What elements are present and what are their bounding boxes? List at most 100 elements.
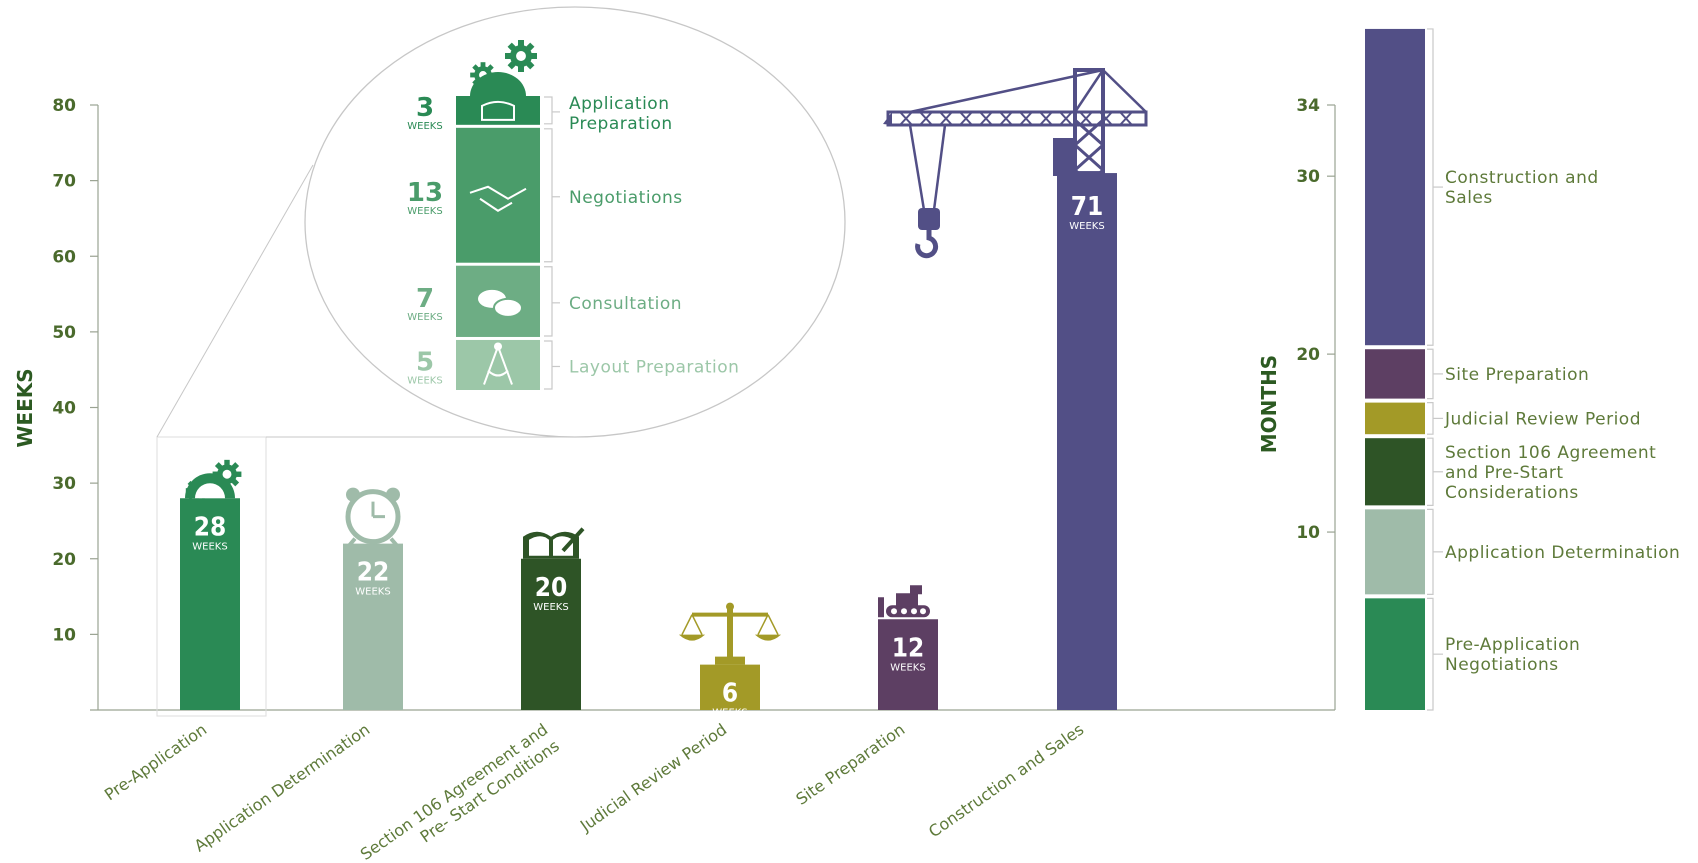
segment-unit: WEEKS (407, 375, 442, 386)
crane-jib-lattice (999, 111, 1013, 126)
y-tick-label: 50 (52, 323, 76, 343)
segment-unit: WEEKS (407, 206, 442, 217)
bar-value-label: 28 (194, 512, 227, 542)
gear-tooth (194, 496, 200, 502)
pre-application-breakdown-callout: 3WEEKSApplicationPreparation13WEEKSNegot… (156, 6, 846, 717)
segment-unit: WEEKS (407, 121, 442, 132)
speech-bubble (493, 297, 523, 318)
crane-jib-lattice (1099, 111, 1113, 126)
bar-5 (878, 619, 938, 710)
crane-tie (1073, 69, 1105, 113)
category-label: Site Preparation (792, 720, 908, 809)
segment-value: 13 (407, 178, 443, 208)
y-tick-label: 20 (52, 550, 76, 570)
segment-value: 3 (416, 93, 434, 123)
pen (561, 527, 585, 553)
months-segment-label-line: Sales (1445, 188, 1493, 208)
months-segment-label-line: Negotiations (1445, 655, 1559, 675)
dome-inner (195, 483, 225, 499)
crane-jib-lattice (939, 111, 953, 126)
y-tick-label: 30 (1296, 167, 1320, 187)
y-tick-label: 10 (52, 625, 76, 645)
segment-bracket (544, 266, 553, 337)
bar-value-label: 71 (1071, 192, 1104, 222)
gears-dome-icon (185, 459, 242, 502)
breakdown-segments: 3WEEKSApplicationPreparation13WEEKSNegot… (407, 40, 739, 390)
bar-unit-label: WEEKS (1069, 221, 1104, 232)
crane-hook-block (918, 208, 940, 230)
crane-jib-lattice (1019, 111, 1033, 126)
months-segment-label: Application Determination (1445, 543, 1680, 563)
callout-connector-line (156, 164, 314, 438)
crane-jib-lattice (1059, 111, 1073, 126)
months-segment-label-line: Pre-Application (1445, 635, 1580, 655)
months-y-axis: 10 20 30 34 (1296, 96, 1336, 710)
gear-tooth (480, 62, 486, 68)
category-label-text: Application Determination (191, 720, 374, 856)
breakdown-bubble (304, 6, 846, 438)
category-label-text: Pre-Application (101, 720, 210, 805)
scales-string (691, 614, 703, 635)
dozer-wheel (891, 608, 897, 615)
page (553, 536, 573, 556)
gear-hole (516, 51, 526, 61)
y-axis-title-months: MONTHS (1257, 355, 1281, 453)
segment-value: 5 (416, 347, 434, 377)
compass-icon (483, 346, 513, 385)
scales-knob (726, 602, 734, 611)
segment-bracket (544, 340, 553, 390)
scales-string (767, 614, 779, 635)
bar-unit-label: WEEKS (192, 541, 227, 552)
gear-hole (222, 469, 232, 479)
bar-value-label: 20 (535, 573, 568, 603)
bar-unit-label: WEEKS (355, 587, 390, 598)
clock-leg (389, 537, 399, 547)
tower-crane-icon (883, 68, 1148, 259)
months-segment-label-line: and Pre-Start (1445, 463, 1564, 483)
crane-jib-lattice (1079, 111, 1093, 126)
crane-tie (909, 68, 1104, 114)
segment-label: Consultation (569, 294, 682, 314)
open-book-pen-icon (523, 527, 585, 559)
crane-hook (915, 230, 939, 259)
bar-3 (521, 558, 581, 710)
clock-bell (386, 487, 400, 502)
compass-hinge (494, 342, 502, 351)
crane-tie (1102, 69, 1147, 113)
scales-string (681, 614, 693, 635)
bar-value-label: 6 (722, 679, 738, 709)
bar-1 (180, 498, 240, 710)
y-tick-label: 20 (1296, 345, 1320, 365)
crane-jib-lattice (979, 111, 993, 126)
segment-bracket (1427, 28, 1434, 346)
y-tick-label: 70 (52, 172, 76, 192)
pre-application-highlight-box (156, 436, 267, 717)
months-segment-3 (1365, 438, 1425, 506)
category-label: Application Determination (191, 720, 374, 856)
breakdown-dome (470, 72, 526, 96)
category-label-text: Judicial Review Period (576, 720, 730, 836)
y-tick-label: 40 (52, 399, 76, 419)
months-segment-label-line: Considerations (1445, 483, 1579, 503)
y-axis-title-weeks: WEEKS (13, 368, 37, 447)
clock-bell (346, 487, 360, 502)
segment-unit: WEEKS (407, 312, 442, 323)
segment-bracket (1427, 348, 1434, 400)
scales-pan (679, 634, 705, 641)
segment-bracket (1427, 597, 1434, 711)
clock-leg (347, 537, 357, 547)
bar-4 (700, 664, 760, 710)
category-label-text: Site Preparation (792, 720, 908, 809)
book-pen-icon (481, 100, 515, 121)
breakdown-segment-2 (456, 127, 540, 263)
gear-tooth (518, 65, 524, 72)
scales-icon (679, 602, 781, 665)
crane-lattice (1074, 168, 1104, 197)
months-segment-5 (1365, 349, 1425, 399)
clock-face (345, 489, 401, 545)
bar-unit-label: WEEKS (890, 662, 925, 673)
months-segment-2 (1365, 509, 1425, 595)
crane-jib-tip (883, 112, 892, 125)
